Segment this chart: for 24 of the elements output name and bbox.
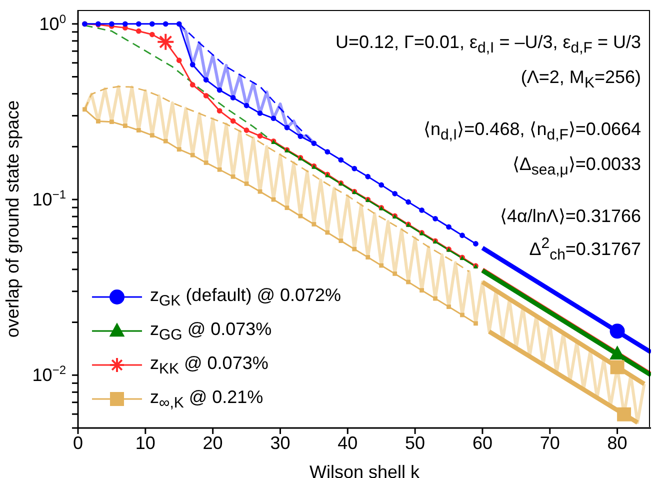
x-tick-label: 0 — [72, 432, 84, 453]
y-tick-label: 10$^{−1}$ — [32, 188, 66, 210]
annotation: ⟨n$_{d,I}$⟩=0.468, ⟨n$_{d,F}$⟩=0.0664 — [422, 118, 641, 146]
x-tick-label: 50 — [405, 432, 426, 453]
annotation: ⟨Δ$_{sea,μ}$⟩=0.0033 — [511, 152, 641, 180]
legend-label: z$_{GG}$ @ 0.073% — [150, 318, 272, 344]
x-tick-label: 40 — [338, 432, 358, 453]
y-axis-title: overlap of ground state space — [2, 100, 22, 338]
x-axis-title: Wilson shell k — [309, 462, 421, 478]
y-tick-label: 10$^{0}$ — [39, 12, 66, 34]
y-tick-label: 10$^{−2}$ — [32, 363, 66, 386]
legend-label: z$_{∞,K}$ @ 0.21% — [150, 386, 264, 412]
annotation: Δ$^{2}$$_{ch}$=0.31767 — [528, 234, 641, 266]
x-tick-label: 20 — [202, 432, 223, 453]
legend-label: z$_{GK}$ (default) @ 0.072% — [150, 284, 342, 310]
x-tick-label: 10 — [135, 432, 156, 453]
x-tick-label: 30 — [270, 432, 290, 453]
annotation: (Λ=2, M$_{K}$=256) — [520, 66, 641, 94]
legend-label: z$_{KK}$ @ 0.073% — [150, 352, 268, 378]
annotation: ⟨4α/lnΛ⟩=0.31766 — [498, 205, 641, 228]
x-tick-label: 60 — [472, 432, 492, 453]
x-tick-label: 80 — [607, 432, 628, 453]
annotation: U=0.12, Γ=0.01, ε$_{d,I}$ = –U/3, ε$_{d,F}$ = U/3 — [336, 31, 641, 59]
x-tick-label: 70 — [540, 432, 560, 453]
